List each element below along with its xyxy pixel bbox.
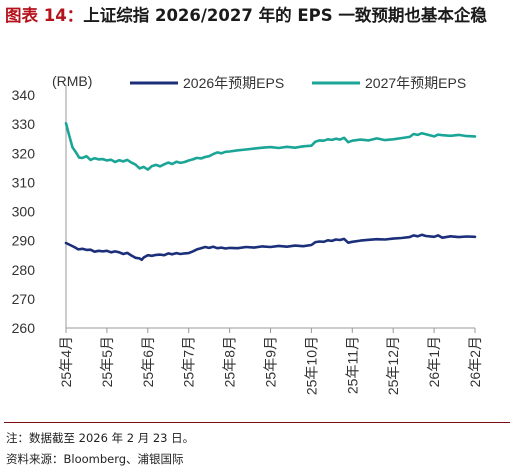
series-line-2026 bbox=[64, 233, 477, 262]
figure-title-text: 上证综指 2026/2027 年的 EPS 一致预期也基本企稳 bbox=[83, 6, 487, 25]
y-tick-label: 320 bbox=[12, 145, 36, 161]
x-tick-label: 25年8月 bbox=[222, 336, 238, 387]
y-tick-label: 260 bbox=[12, 320, 36, 336]
x-tick-label: 25年7月 bbox=[181, 336, 197, 387]
legend-label: 2026年预期EPS bbox=[183, 75, 284, 91]
footer-source: 资料来源：Bloomberg、浦银国际 bbox=[6, 452, 184, 466]
line-chart: (RMB) 260 270 280 290 300 310 320 330 340 25年4月 25年… bbox=[12, 73, 483, 395]
x-tick-label: 25年10月 bbox=[303, 336, 319, 395]
x-tick-label: 25年9月 bbox=[263, 336, 279, 387]
x-tick-label: 25年12月 bbox=[385, 336, 401, 395]
x-tick-label: 25年11月 bbox=[344, 336, 360, 394]
y-tick-label: 310 bbox=[12, 174, 36, 190]
y-tick-label: 340 bbox=[12, 87, 36, 103]
y-tick-label: 300 bbox=[12, 204, 36, 220]
footer-divider bbox=[4, 422, 510, 423]
chart-title: 图表 14：上证综指 2026/2027 年的 EPS 一致预期也基本企稳 bbox=[5, 4, 513, 27]
x-tick-label: 25年5月 bbox=[99, 336, 115, 387]
x-tick-label: 25年4月 bbox=[58, 336, 74, 387]
legend-label: 2027年预期EPS bbox=[365, 75, 466, 91]
y-unit-label: (RMB) bbox=[52, 73, 92, 89]
y-tick-label: 330 bbox=[12, 116, 36, 132]
y-tick-label: 270 bbox=[12, 291, 36, 307]
chart-area: (RMB) 260 270 280 290 300 310 320 330 340 25年4月 25年… bbox=[0, 64, 516, 420]
figure-label: 图表 14： bbox=[5, 6, 84, 25]
series-line-2027 bbox=[64, 122, 477, 171]
x-tick-label: 25年6月 bbox=[140, 336, 156, 387]
footer-note: 注：数据截至 2026 年 2 月 23 日。 bbox=[6, 431, 195, 445]
y-tick-label: 290 bbox=[12, 233, 36, 249]
x-tick-label: 26年2月 bbox=[467, 336, 483, 387]
y-tick-label: 280 bbox=[12, 262, 36, 278]
x-tick-label: 26年1月 bbox=[426, 336, 442, 387]
